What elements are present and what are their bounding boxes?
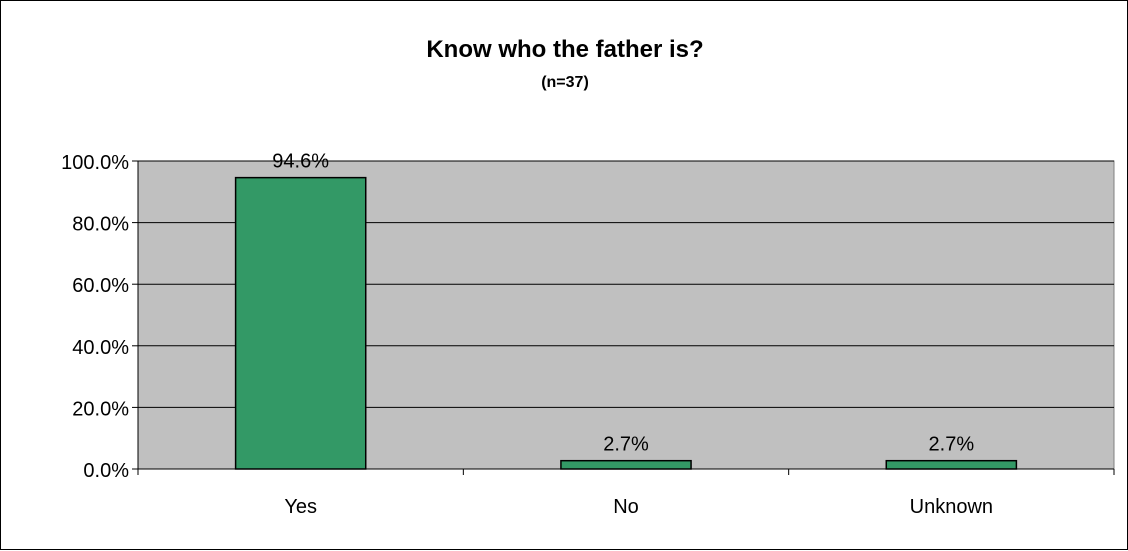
x-tick-label: No bbox=[613, 496, 639, 518]
y-tick-label: 20.0% bbox=[72, 398, 129, 420]
chart-title: Know who the father is? bbox=[426, 36, 703, 63]
axes bbox=[132, 160, 1115, 475]
data-label: 2.7% bbox=[929, 434, 975, 456]
chart-subtitle: (n=37) bbox=[541, 74, 589, 91]
labels: 0.0% 20.0% 40.0% 60.0% 80.0% 100.0% 94.6% Yes 2.… bbox=[61, 151, 993, 518]
x-tick-label: Unknown bbox=[910, 496, 993, 518]
y-tick-label: 0.0% bbox=[83, 460, 129, 482]
y-tick-label: 100.0% bbox=[61, 152, 129, 174]
data-label: 2.7% bbox=[603, 434, 649, 456]
bar bbox=[234, 176, 367, 470]
bar bbox=[560, 459, 692, 470]
x-tick-label: Yes bbox=[284, 496, 317, 518]
data-label: 94.6% bbox=[272, 151, 329, 173]
bars bbox=[234, 176, 1018, 470]
y-tick-label: 80.0% bbox=[72, 214, 129, 236]
bar bbox=[885, 459, 1018, 470]
y-tick-label: 40.0% bbox=[72, 337, 129, 359]
y-tick-label: 60.0% bbox=[72, 275, 129, 297]
